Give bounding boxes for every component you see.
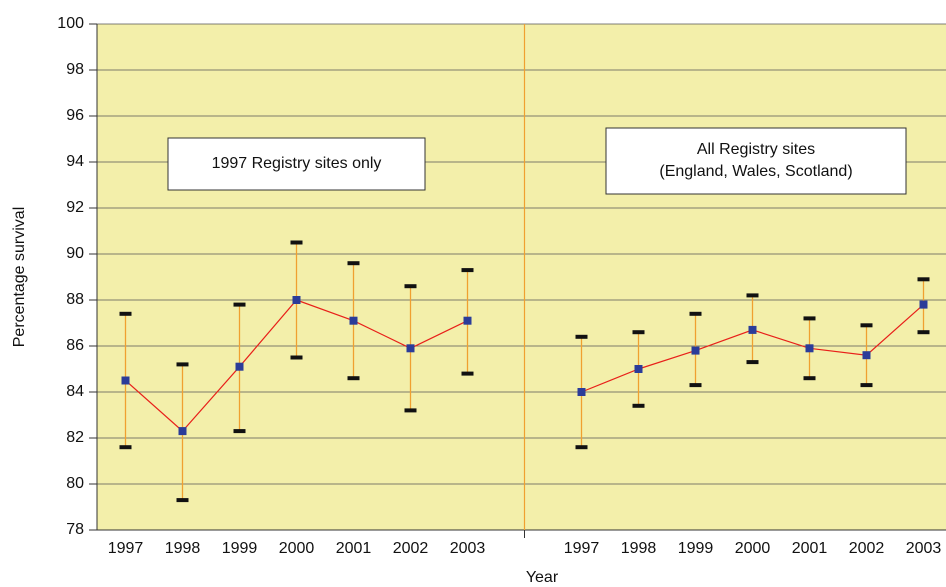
marker bbox=[463, 316, 472, 325]
error-cap-low bbox=[290, 355, 303, 360]
error-cap-high bbox=[860, 323, 873, 328]
error-cap-low bbox=[689, 383, 702, 388]
marker bbox=[748, 325, 757, 334]
x-tick-label: 2002 bbox=[393, 540, 429, 557]
error-cap-high bbox=[404, 284, 417, 289]
error-cap-high bbox=[803, 316, 816, 321]
x-tick-label: 1998 bbox=[621, 540, 657, 557]
error-cap-high bbox=[176, 362, 189, 367]
y-tick-label: 80 bbox=[66, 475, 84, 492]
marker bbox=[577, 388, 586, 396]
y-tick-label: 92 bbox=[66, 199, 84, 216]
annotation-box bbox=[605, 127, 907, 195]
marker bbox=[805, 344, 814, 353]
error-cap-high bbox=[119, 311, 132, 316]
y-tick-label: 100 bbox=[57, 15, 84, 32]
plot-area bbox=[97, 24, 946, 530]
error-cap-high bbox=[290, 240, 303, 245]
y-tick-label: 84 bbox=[66, 383, 84, 400]
error-cap-high bbox=[917, 277, 930, 282]
error-cap-low bbox=[461, 371, 474, 376]
y-tick-label: 96 bbox=[66, 107, 84, 124]
error-cap-low bbox=[119, 445, 132, 450]
marker bbox=[292, 296, 301, 304]
marker bbox=[121, 376, 130, 385]
y-tick-label: 86 bbox=[66, 337, 84, 354]
error-cap-low bbox=[233, 429, 246, 434]
y-tick-label: 82 bbox=[66, 429, 84, 446]
error-cap-low bbox=[347, 376, 360, 381]
x-tick-label: 2000 bbox=[735, 540, 771, 557]
x-tick-label: 1997 bbox=[564, 540, 600, 557]
marker bbox=[862, 351, 871, 360]
y-tick-label: 90 bbox=[66, 245, 84, 262]
y-tick-label: 94 bbox=[66, 153, 84, 170]
y-tick-label: 88 bbox=[66, 291, 84, 308]
x-tick-label: 2003 bbox=[450, 540, 486, 557]
marker bbox=[349, 316, 358, 325]
marker bbox=[691, 346, 700, 355]
x-tick-label: 2001 bbox=[792, 540, 828, 557]
marker bbox=[919, 300, 928, 309]
x-tick-label: 2003 bbox=[906, 540, 942, 557]
error-cap-high bbox=[575, 334, 588, 339]
x-tick-label: 1999 bbox=[222, 540, 258, 557]
x-tick-label: 1998 bbox=[165, 540, 201, 557]
error-cap-low bbox=[575, 445, 588, 450]
marker bbox=[634, 365, 643, 373]
x-tick-label: 1997 bbox=[108, 540, 144, 557]
error-cap-low bbox=[176, 498, 189, 503]
x-tick-label: 2002 bbox=[849, 540, 885, 557]
x-tick-label: 2001 bbox=[336, 540, 372, 557]
y-axis-title: Percentage survival bbox=[11, 207, 28, 348]
error-cap-low bbox=[404, 408, 417, 413]
marker bbox=[178, 427, 187, 436]
x-tick-label: 2000 bbox=[279, 540, 315, 557]
error-cap-high bbox=[689, 311, 702, 316]
annotation-box bbox=[167, 137, 426, 191]
x-tick-label: 1999 bbox=[678, 540, 714, 557]
error-cap-low bbox=[803, 376, 816, 381]
annotation: (England, Wales, Scotland) bbox=[659, 163, 852, 180]
error-cap-high bbox=[632, 330, 645, 335]
y-tick-label: 78 bbox=[66, 521, 84, 538]
error-cap-low bbox=[917, 330, 930, 335]
annotation: 1997 Registry sites only bbox=[212, 155, 382, 172]
y-tick-label: 98 bbox=[66, 61, 84, 78]
annotation: All Registry sites bbox=[697, 141, 815, 158]
error-cap-low bbox=[746, 360, 759, 365]
error-cap-low bbox=[860, 383, 873, 388]
marker bbox=[406, 344, 415, 353]
error-cap-low bbox=[632, 403, 645, 408]
error-cap-high bbox=[746, 293, 759, 298]
marker bbox=[235, 362, 244, 371]
error-cap-high bbox=[347, 261, 360, 266]
x-axis-title: Year bbox=[526, 569, 559, 586]
error-cap-high bbox=[233, 302, 246, 307]
error-cap-high bbox=[461, 268, 474, 273]
